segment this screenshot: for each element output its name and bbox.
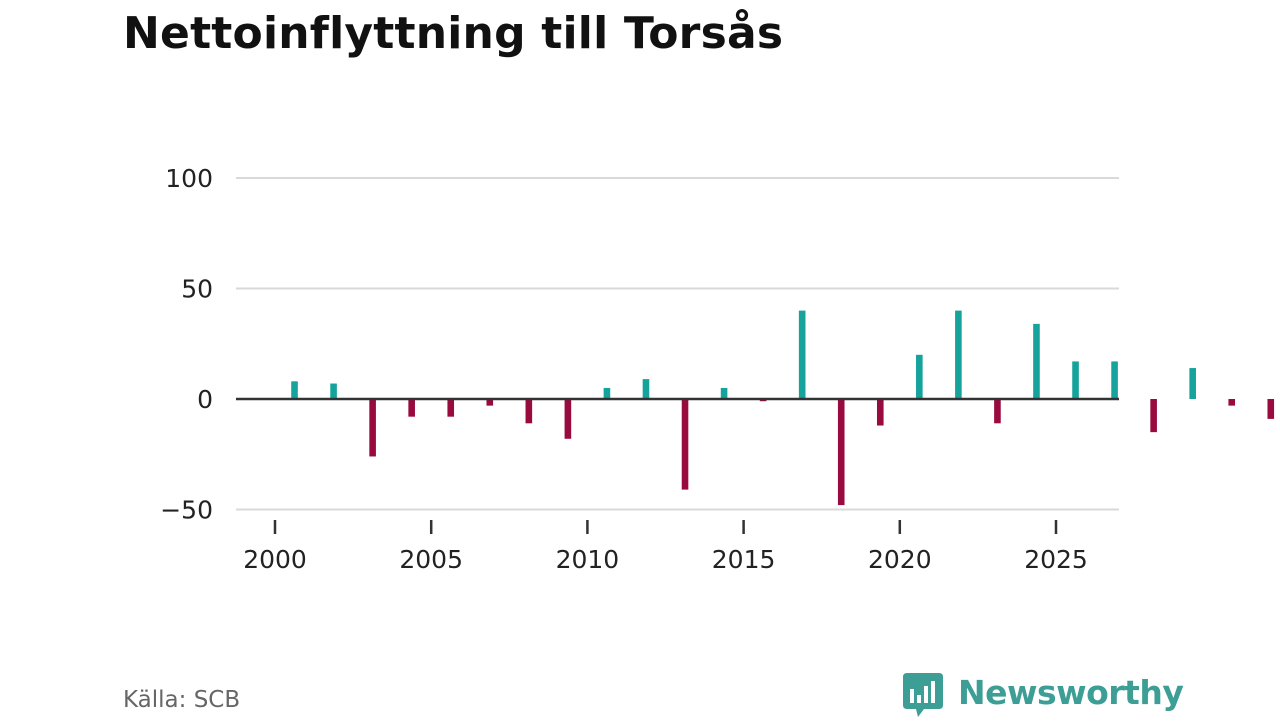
bar [642,379,650,399]
bar [955,310,962,399]
bar [564,399,572,439]
bar [1189,368,1196,399]
bar [369,399,376,457]
bar [603,387,611,399]
bar [447,399,455,417]
y-tick-label: 0 [197,385,213,414]
bar [1228,399,1236,406]
bar [798,310,806,399]
x-tick-label: 2005 [399,545,463,574]
bar [1267,399,1275,419]
source-label: Källa: SCB [123,687,241,713]
bar [330,383,337,399]
x-tick-label: 2010 [556,545,620,574]
bar [1072,361,1079,399]
x-tick-label: 2025 [1024,545,1088,574]
x-tick-label: 2020 [868,545,932,574]
bar [408,399,415,417]
x-tick-label: 2000 [243,545,307,574]
newsworthy-logo: Newsworthy [902,671,1184,719]
bar [720,387,728,399]
bar [876,399,884,426]
y-tick-label: 50 [181,275,213,304]
bar [291,381,298,399]
brand-name: Newsworthy [958,673,1184,712]
bar [994,399,1001,424]
bar [837,399,845,506]
bar [1150,399,1157,433]
y-tick-label: 100 [165,164,213,193]
bar [525,399,533,424]
bar [486,399,494,406]
bar [1033,323,1040,399]
bar-chart: 100 50 0 −50 2000 2005 2010 2015 2020 2025 [160,164,1275,574]
bar [916,354,923,399]
bar [1111,361,1118,399]
chart-title: Nettoinflyttning till Torsås [123,8,784,59]
newsworthy-logo-icon [903,673,943,717]
y-tick-label: −50 [160,496,213,525]
bar [681,399,689,490]
x-tick-label: 2015 [712,545,776,574]
